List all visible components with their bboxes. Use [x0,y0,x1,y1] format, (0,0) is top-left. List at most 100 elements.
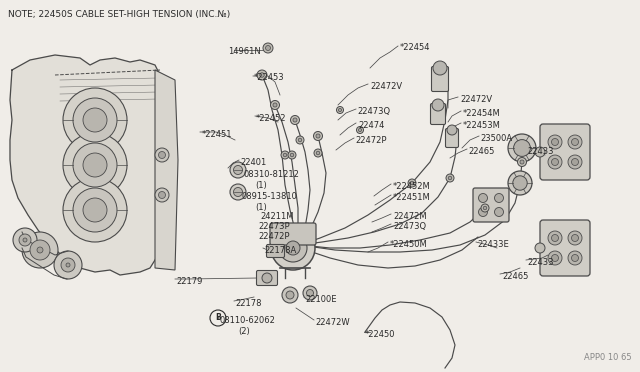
Text: 22472V: 22472V [460,95,492,104]
Text: 14961N: 14961N [228,47,260,56]
Text: 22472V: 22472V [370,82,402,91]
Text: 08310-81212: 08310-81212 [244,170,300,179]
Circle shape [535,147,545,157]
Text: (1): (1) [255,203,267,212]
Text: 22472M: 22472M [393,212,427,221]
Circle shape [234,187,243,196]
Text: 08915-13810: 08915-13810 [242,192,298,201]
Circle shape [548,135,562,149]
Text: 22100E: 22100E [305,295,337,304]
Text: 22179: 22179 [176,277,202,286]
Circle shape [54,251,82,279]
Circle shape [73,143,117,187]
Circle shape [552,138,559,145]
Circle shape [410,181,414,185]
Circle shape [283,153,287,157]
Circle shape [447,125,457,135]
FancyBboxPatch shape [257,270,278,285]
Circle shape [155,188,169,202]
Circle shape [508,134,536,162]
Circle shape [568,251,582,265]
Circle shape [303,286,317,300]
Text: 22433: 22433 [527,258,554,267]
Circle shape [83,153,107,177]
Circle shape [572,234,579,241]
Circle shape [282,287,298,303]
Text: 23500A: 23500A [480,134,512,143]
Circle shape [83,198,107,222]
Text: 22473Q: 22473Q [357,107,390,116]
Text: 22473P: 22473P [258,222,290,231]
Polygon shape [155,70,178,270]
Polygon shape [10,55,175,275]
Circle shape [552,158,559,166]
Circle shape [73,98,117,142]
Circle shape [19,234,31,246]
Circle shape [548,251,562,265]
Text: *22451: *22451 [202,130,232,139]
Text: 22465: 22465 [502,272,529,281]
Circle shape [66,263,70,267]
Circle shape [159,192,166,199]
Text: 22178A: 22178A [264,246,296,255]
Circle shape [448,176,452,180]
Circle shape [433,61,447,75]
Circle shape [159,151,166,158]
Circle shape [339,108,342,112]
Text: B: B [215,314,221,323]
Circle shape [358,128,362,132]
Circle shape [286,241,300,255]
Circle shape [263,43,273,53]
Circle shape [307,289,314,296]
Text: (2): (2) [238,327,250,336]
Circle shape [281,151,289,159]
Circle shape [271,100,280,109]
Circle shape [432,99,444,111]
Circle shape [63,88,127,152]
Circle shape [446,174,454,182]
Circle shape [83,108,107,132]
Text: *22453M: *22453M [463,121,501,130]
Circle shape [572,138,579,145]
Circle shape [408,179,416,187]
FancyBboxPatch shape [431,67,449,92]
Text: *22452: *22452 [256,114,287,123]
Circle shape [13,228,37,252]
Circle shape [483,206,487,210]
Text: *22452M: *22452M [393,182,431,191]
FancyBboxPatch shape [540,124,590,180]
Circle shape [548,155,562,169]
Text: *22453: *22453 [254,73,285,82]
Circle shape [479,193,488,202]
Circle shape [314,149,322,157]
Text: 22474: 22474 [358,121,385,130]
Text: 08110-62062: 08110-62062 [220,316,276,325]
Circle shape [155,148,169,162]
Circle shape [314,131,323,141]
Circle shape [495,208,504,217]
Circle shape [260,73,264,77]
Circle shape [290,153,294,157]
FancyBboxPatch shape [270,223,316,245]
Circle shape [298,138,302,142]
Text: (1): (1) [255,181,267,190]
Circle shape [293,118,297,122]
Circle shape [257,70,267,80]
Text: 24211M: 24211M [260,212,294,221]
Circle shape [479,208,488,217]
Text: *22450: *22450 [365,330,396,339]
Text: NOTE; 22450S CABLE SET-HIGH TENSION (INC.№): NOTE; 22450S CABLE SET-HIGH TENSION (INC… [8,10,230,19]
Text: 22433E: 22433E [477,240,509,249]
Circle shape [234,166,243,174]
FancyBboxPatch shape [540,220,590,276]
Circle shape [73,188,117,232]
Circle shape [22,232,58,268]
Text: 22472W: 22472W [315,318,349,327]
Circle shape [291,115,300,125]
Circle shape [266,45,271,51]
Circle shape [288,151,296,159]
Circle shape [63,178,127,242]
Circle shape [481,204,489,212]
Text: *22454M: *22454M [463,109,500,118]
Circle shape [296,136,304,144]
